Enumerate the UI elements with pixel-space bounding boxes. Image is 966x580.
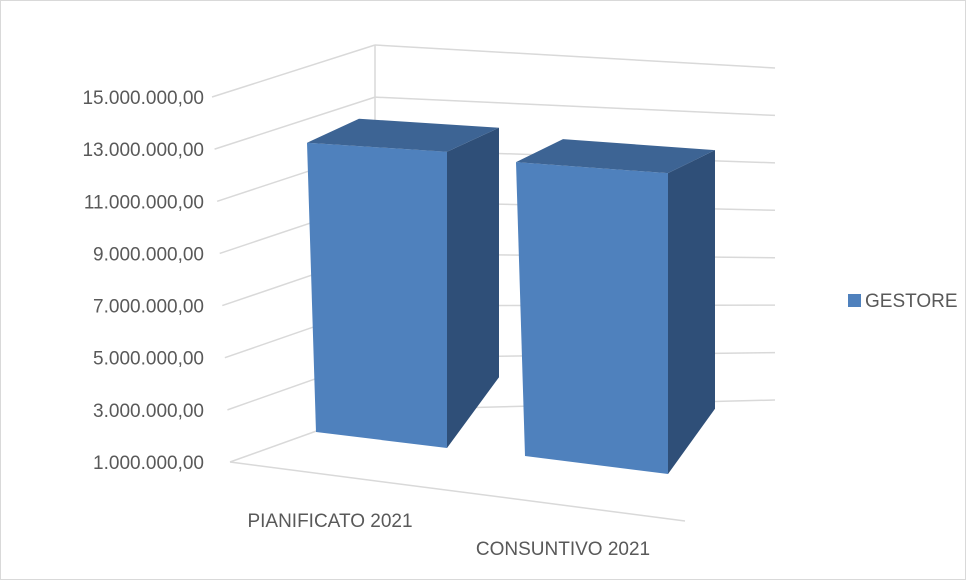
gridline-left-wall [214, 96, 376, 150]
floor-edge [229, 461, 686, 522]
y-tick-label: 1.000.000,00 [93, 453, 204, 474]
y-tick-label: 3.000.000,00 [93, 401, 204, 422]
gridline-back-wall [374, 96, 776, 117]
x-category-label: CONSUNTIVO 2021 [476, 539, 650, 560]
bar-top [307, 118, 499, 152]
bar-side [668, 150, 715, 474]
y-tick-label: 9.000.000,00 [93, 244, 204, 265]
bar-front [516, 162, 668, 474]
y-tick-label: 5.000.000,00 [93, 349, 204, 370]
bar-front [307, 142, 447, 448]
bars [307, 118, 715, 474]
bar-side [447, 127, 499, 448]
y-tick-label: 13.000.000,00 [82, 140, 204, 161]
legend-swatch [848, 294, 861, 307]
y-axis-tick-labels: 1.000.000,00 3.000.000,00 5.000.000,00 7.00… [82, 88, 204, 474]
x-axis-category-labels: PIANIFICATO 2021 CONSUNTIVO 2021 [247, 511, 650, 560]
gridline-back-wall [374, 44, 776, 69]
bar-top [516, 139, 715, 174]
legend-label: GESTORE [865, 291, 958, 312]
y-tick-label: 11.000.000,00 [84, 192, 204, 213]
x-category-label: PIANIFICATO 2021 [247, 511, 412, 532]
legend: GESTORE [848, 291, 958, 312]
y-tick-label: 7.000.000,00 [93, 297, 204, 318]
y-tick-label: 15.000.000,00 [82, 88, 204, 109]
gridline-left-wall [211, 44, 376, 98]
